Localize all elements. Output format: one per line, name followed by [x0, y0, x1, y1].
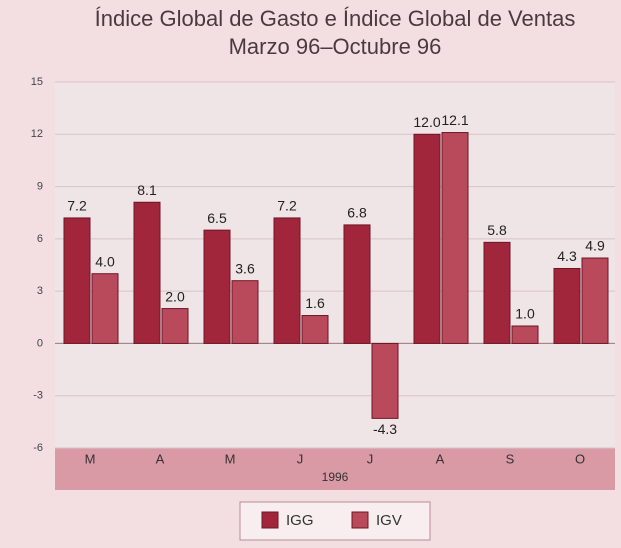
data-label: 12.0: [413, 114, 440, 130]
x-tick-label: A: [436, 451, 445, 466]
y-tick-label: 3: [37, 285, 43, 297]
chart-subtitle: Marzo 96–Octubre 96: [229, 34, 442, 59]
bar: [203, 229, 231, 344]
bar: [553, 267, 581, 344]
x-tick-label: O: [575, 451, 585, 466]
data-label: 1.6: [305, 295, 325, 311]
x-tick-label: A: [156, 451, 165, 466]
data-label: 6.8: [347, 205, 367, 221]
bar: [133, 201, 161, 344]
category-band: [55, 448, 615, 490]
x-tick-label: J: [297, 451, 304, 466]
data-label: 5.8: [487, 222, 507, 238]
y-tick-label: -3: [33, 390, 43, 402]
bar: [91, 273, 119, 344]
legend-swatch: [261, 511, 279, 529]
legend-swatch: [351, 511, 369, 529]
bar: [63, 217, 91, 344]
data-label: 2.0: [165, 288, 185, 304]
y-tick-label: 15: [31, 76, 43, 88]
data-label: -4.3: [373, 421, 397, 437]
y-tick-label: 6: [37, 233, 43, 245]
data-label: 1.0: [515, 306, 535, 322]
bar: [301, 315, 329, 344]
x-tick-label: M: [225, 451, 236, 466]
bar: [231, 280, 259, 344]
data-label: 4.9: [585, 238, 605, 254]
bar: [413, 133, 441, 344]
data-label: 7.2: [277, 198, 297, 214]
x-axis-label: 1996: [322, 470, 349, 484]
data-label: 12.1: [441, 112, 468, 128]
x-tick-label: S: [506, 451, 515, 466]
legend-label: IGV: [376, 512, 402, 529]
bar: [161, 308, 189, 344]
data-label: 3.6: [235, 260, 255, 276]
data-label: 6.5: [207, 210, 227, 226]
bar: [441, 132, 469, 344]
x-tick-label: J: [367, 451, 374, 466]
bar: [371, 342, 399, 419]
bar: [273, 217, 301, 344]
data-label: 4.3: [557, 248, 577, 264]
y-tick-label: 12: [31, 128, 43, 140]
x-tick-label: M: [85, 451, 96, 466]
chart-title: Índice Global de Gasto e Índice Global d…: [95, 6, 576, 31]
data-label: 8.1: [137, 182, 157, 198]
bar: [483, 241, 511, 344]
data-label: 7.2: [67, 198, 87, 214]
bar: [343, 224, 371, 344]
legend-label: IGG: [286, 512, 314, 529]
y-tick-label: 9: [37, 180, 43, 192]
y-tick-label: -6: [33, 442, 43, 454]
bar: [581, 257, 609, 344]
y-tick-label: 0: [37, 337, 43, 349]
data-label: 4.0: [95, 253, 115, 269]
bar: [511, 325, 539, 344]
